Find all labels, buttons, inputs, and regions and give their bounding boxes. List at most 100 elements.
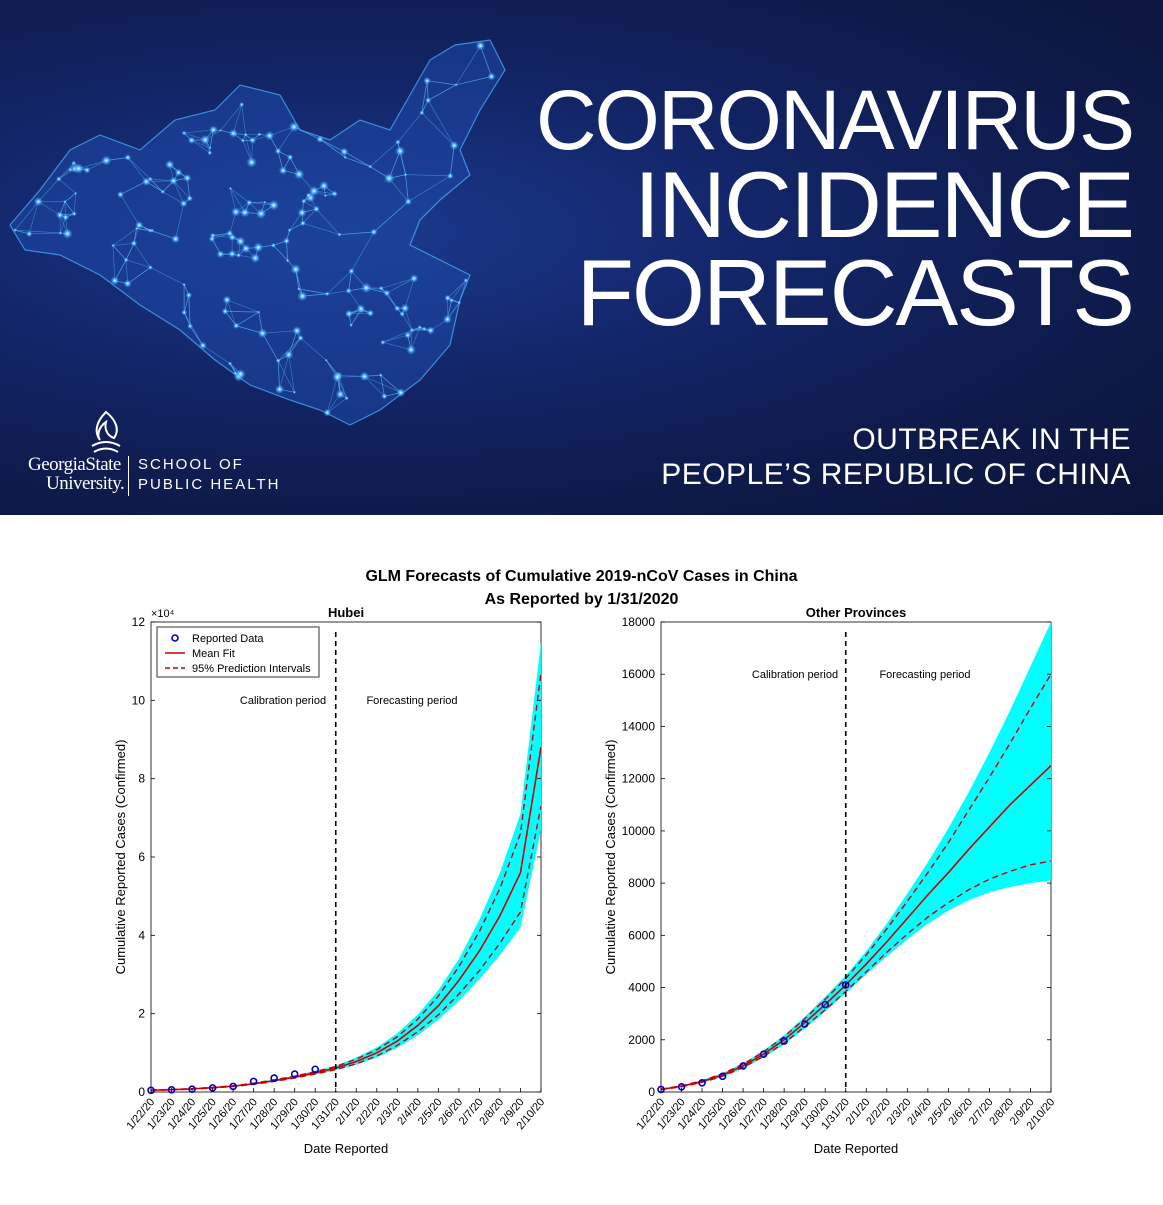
map-node: [300, 220, 306, 226]
map-node: [379, 286, 384, 291]
map-node: [56, 211, 64, 219]
map-node: [380, 340, 385, 345]
map-node: [340, 147, 349, 156]
x-axis-label: Date Reported: [304, 1141, 389, 1156]
y-tick-label: 0: [648, 1085, 655, 1099]
map-node: [406, 345, 416, 355]
map-node: [410, 274, 419, 283]
map-node: [297, 335, 303, 341]
y-tick-label: 12000: [622, 772, 656, 786]
map-node: [348, 268, 354, 274]
calibration-period-label: Calibration period: [752, 669, 838, 681]
map-node: [301, 198, 306, 203]
gsu-logo: GeorgiaState University. SCHOOL OF PUBLI…: [28, 410, 288, 500]
map-node: [443, 315, 452, 324]
map-node: [283, 237, 290, 244]
map-node: [422, 327, 427, 332]
map-node: [250, 253, 260, 263]
chart-other-provinces: 0200040006000800010000120001400016000180…: [603, 605, 1057, 1156]
y-tick-label: 2000: [628, 1033, 655, 1047]
y-tick-label: 6000: [628, 928, 655, 942]
map-node: [71, 161, 76, 166]
y-exponent-label: ×10⁴: [151, 608, 175, 620]
map-node: [332, 372, 342, 382]
logo-divider: [128, 456, 129, 496]
map-node: [394, 305, 400, 311]
map-node: [404, 173, 408, 177]
map-node: [290, 264, 301, 275]
map-node: [110, 276, 119, 285]
map-node: [476, 41, 486, 51]
map-node: [148, 177, 153, 182]
map-node: [124, 154, 131, 161]
charts-canvas: 024681012×10⁴1/22/201/23/201/24/201/25/2…: [0, 515, 1163, 1200]
map-node: [182, 283, 186, 287]
map-node: [292, 326, 302, 336]
map-node: [257, 328, 267, 338]
map-node: [209, 125, 218, 134]
banner-title-line-1: CORONAVIRUS: [536, 78, 1133, 162]
flame-icon: [86, 410, 126, 454]
map-node: [249, 137, 256, 144]
map-node: [63, 200, 67, 204]
map-node: [226, 230, 234, 238]
map-node: [265, 131, 275, 141]
map-node: [425, 97, 432, 104]
map-node: [417, 325, 422, 330]
y-tick-label: 2: [138, 1007, 145, 1021]
banner: CORONAVIRUS INCIDENCE FORECASTS OUTBREAK…: [0, 0, 1163, 515]
map-node: [288, 228, 292, 232]
map-node: [187, 323, 193, 329]
y-tick-label: 4000: [628, 981, 655, 995]
map-node: [241, 138, 246, 143]
forecasting-period-label: Forecasting period: [879, 669, 970, 681]
map-node: [175, 169, 183, 177]
map-node: [405, 198, 412, 205]
map-node: [229, 129, 238, 138]
map-node: [404, 331, 412, 339]
y-axis-label: Cumulative Reported Cases (Confirmed): [113, 740, 128, 975]
map-node: [185, 292, 192, 299]
map-node: [293, 390, 296, 393]
map-node: [487, 72, 495, 80]
map-node: [426, 326, 434, 334]
map-node: [199, 341, 207, 349]
university-name-line-2: University.: [46, 473, 124, 495]
map-node: [325, 359, 328, 362]
map-node: [331, 190, 338, 197]
map-node: [275, 148, 282, 155]
map-node: [309, 186, 320, 197]
map-node: [117, 191, 124, 198]
chart-hubei: 024681012×10⁴1/22/201/23/201/24/201/25/2…: [113, 605, 547, 1156]
map-node: [345, 310, 353, 318]
y-tick-label: 14000: [622, 719, 656, 733]
map-node: [244, 133, 248, 137]
map-node: [297, 291, 307, 301]
map-node: [325, 291, 330, 296]
map-node: [423, 77, 431, 85]
school-name-line-1: SCHOOL OF: [138, 456, 244, 473]
y-tick-label: 16000: [622, 667, 656, 681]
banner-subtitle-line-2: PEOPLE’S REPUBLIC OF CHINA: [661, 458, 1131, 492]
map-node: [279, 166, 288, 175]
map-node: [286, 258, 290, 262]
map-node: [447, 173, 454, 180]
map-node: [74, 192, 77, 195]
map-node: [165, 160, 175, 170]
map-node: [124, 257, 129, 262]
map-node: [316, 135, 324, 143]
legend-entry: 95% Prediction Intervals: [192, 663, 311, 675]
map-node: [83, 166, 90, 173]
map-node: [360, 371, 370, 381]
map-node: [396, 388, 405, 397]
legend-entry: Reported Data: [192, 633, 264, 645]
map-node: [323, 409, 331, 417]
map-node: [319, 181, 329, 191]
map-node: [297, 287, 301, 291]
map-node: [444, 295, 451, 302]
map-node: [246, 199, 252, 205]
map-node: [58, 231, 62, 235]
figure-title-line-1: GLM Forecasts of Cumulative 2019-nCoV Ca…: [0, 568, 1163, 586]
map-node: [289, 121, 300, 132]
y-tick-label: 0: [138, 1085, 145, 1099]
